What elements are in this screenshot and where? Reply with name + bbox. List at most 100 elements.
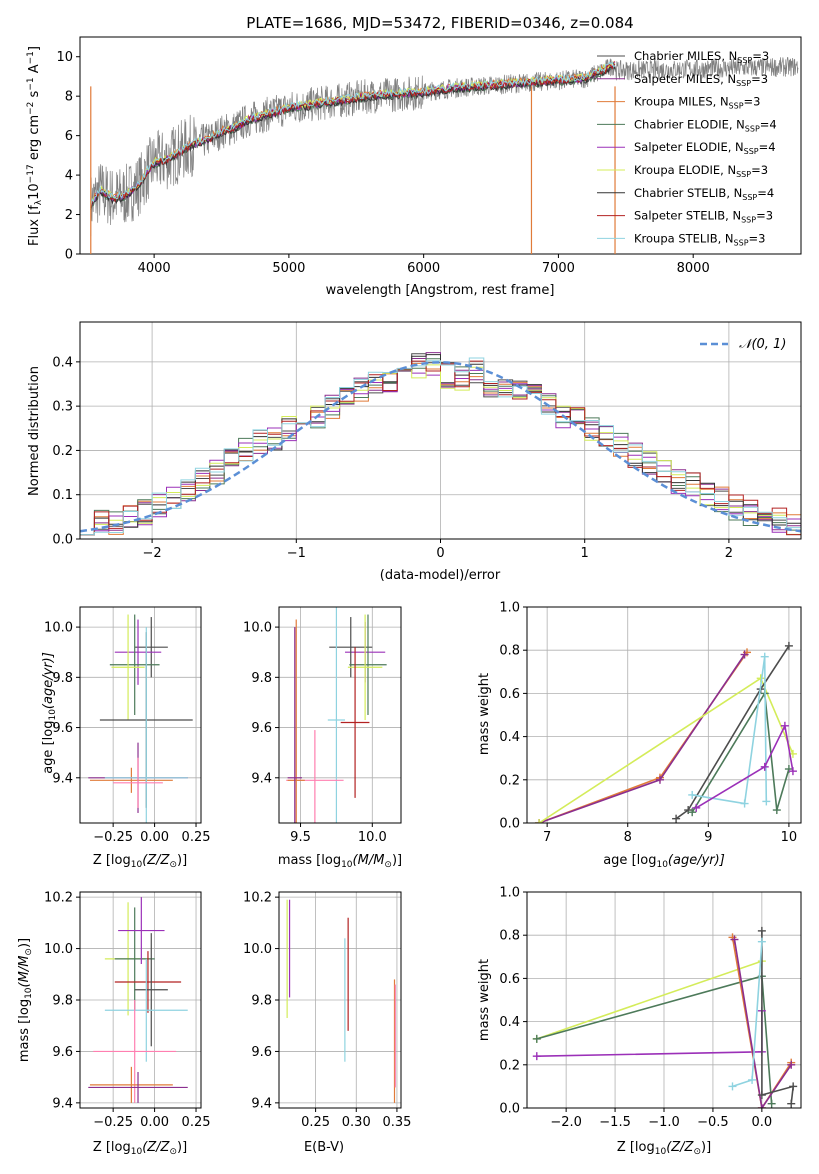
- panel-xtick-label: 9: [704, 830, 712, 845]
- massweight-line: [731, 937, 792, 1108]
- spectrum-ticks: 4000 5000 6000 7000 8000 0 2 4 6 8 10: [56, 50, 709, 276]
- age-ylabel: age [log10(age/yr)]: [41, 652, 58, 774]
- histogram-steps: [80, 352, 801, 536]
- histogram-xtick-label: −1: [287, 546, 306, 561]
- panel-xtick-label: −2.0: [550, 1115, 582, 1130]
- spectrum-model-line: [90, 67, 616, 210]
- histogram-ytick-label: 0.1: [52, 488, 73, 503]
- massweight-ylabel-top: mass weight: [477, 673, 492, 755]
- histogram-ytick-label: 0.0: [52, 533, 73, 548]
- spec-clip-group: [90, 56, 799, 254]
- histogram-legend-label: 𝒩(0, 1): [739, 337, 786, 352]
- age-xlabel: age [log10(age/yr)]: [603, 853, 725, 870]
- panel-xtick-label: 7: [543, 830, 551, 845]
- z-xlabel-bottom: Z [log10(Z/Z⊙)]: [93, 1140, 187, 1157]
- panel-ytick-label: 0.2: [499, 773, 520, 788]
- panel-z-age: −0.25 0.00 0.25 9.4 9.6 9.8 10.0: [44, 606, 211, 845]
- panel-ytick-label: 10.0: [44, 621, 73, 636]
- histogram-ytick-label: 0.3: [52, 400, 73, 415]
- spectrum-ytick-label: 8: [65, 90, 73, 105]
- massweight-ylabel-bottom: mass weight: [477, 959, 492, 1041]
- spectrum-ytick-label: 10: [56, 50, 73, 65]
- histogram-xtick-label: 2: [725, 546, 733, 561]
- panel-ytick-label: 9.6: [251, 721, 272, 736]
- panel-ytick-label: 0.8: [499, 644, 520, 659]
- panel-xtick-label: 8: [624, 830, 632, 845]
- panel-xtick-label: −0.25: [93, 830, 133, 845]
- spectrum-xtick-label: 4000: [138, 261, 171, 276]
- panel-xtick-label: 0.00: [140, 830, 169, 845]
- ebv-xlabel: E(B-V): [304, 1140, 344, 1155]
- histogram-step-line: [80, 360, 801, 536]
- panel-xtick-label: 9.5: [290, 830, 311, 845]
- panel-ytick-label: 0.4: [499, 1015, 520, 1030]
- massweight-line: [538, 651, 748, 823]
- panel-axes: [79, 606, 202, 824]
- panel-clip-group: [286, 899, 396, 1103]
- histogram-legend: 𝒩(0, 1): [700, 337, 786, 352]
- panel-age-massweight: 7 8 9 10 0.0 0.2 0.4 0.6 0.8 1.0: [499, 601, 802, 845]
- histogram-ytick-label: 0.4: [52, 355, 73, 370]
- panel-ytick-label: 0.8: [499, 929, 520, 944]
- panel-clip-group: [88, 897, 188, 1103]
- spectrum-panel: 4000 5000 6000 7000 8000 0 2 4 6 8 10 Chabrier MIL…: [26, 36, 802, 298]
- z-xlabel-right: Z [log10(Z/Z⊙)]: [617, 1140, 711, 1157]
- histogram-step-line: [80, 364, 801, 536]
- spectrum-model-line: [90, 62, 616, 210]
- spectrum-xtick-label: 7000: [542, 261, 575, 276]
- panel-z-mass: −0.25 0.00 0.25 9.4 9.6 9.8 10.0 10.2: [44, 891, 210, 1130]
- massweight-line: [733, 939, 792, 1108]
- histogram-step-line: [80, 357, 801, 536]
- panel-ytick-label: 1.0: [499, 601, 520, 616]
- panel-xtick-label: 0.30: [342, 1115, 371, 1130]
- spectrum-model-line: [90, 63, 616, 209]
- spectrum-observed-line: [90, 56, 799, 237]
- panel-xtick-label: 0.0: [752, 1115, 773, 1130]
- panel-axes: [526, 606, 802, 824]
- z-xlabel-top: Z [log10(Z/Z⊙)]: [93, 853, 187, 870]
- histogram-panel: −2 −1 0 1 2 0.0 0.1 0.2 0.3 0.4 𝒩(0, 1) (data-mod…: [27, 321, 802, 583]
- panel-ytick-label: 9.8: [251, 671, 272, 686]
- panel-ytick-label: 0.0: [499, 817, 520, 832]
- panel-ytick-label: 0.6: [499, 972, 520, 987]
- histogram-xlabel: (data-model)/error: [380, 568, 501, 583]
- panel-ytick-label: 0.2: [499, 1058, 520, 1073]
- panel-ebv-mass: 0.25 0.30 0.35 9.4 9.6 9.8 10.0 10.2: [243, 891, 411, 1130]
- spectrum-xlabel: wavelength [Angstrom, rest frame]: [326, 283, 555, 298]
- panel-axes: [278, 606, 402, 824]
- massweight-line: [692, 656, 768, 805]
- spectrum-legend-label: Kroupa STELIB, NSSP=3: [634, 231, 765, 247]
- spectrum-legend-label: Kroupa ELODIE, NSSP=3: [634, 163, 768, 179]
- hist-clip-group: [80, 352, 801, 536]
- histogram-xtick-label: 1: [581, 546, 589, 561]
- panel-ytick-label: 0.4: [499, 730, 520, 745]
- panel-xtick-label: −0.5: [697, 1115, 729, 1130]
- panel-ytick-label: 9.4: [52, 1096, 73, 1111]
- massweight-line: [536, 1010, 763, 1057]
- spectrum-legend-label: Salpeter ELODIE, NSSP=4: [634, 140, 776, 156]
- massweight-line: [691, 690, 790, 813]
- panel-clip-group: [532, 926, 798, 1108]
- histogram-gaussian-curve: [80, 361, 801, 533]
- spectrum-legend-label: Kroupa MILES, NSSP=3: [634, 95, 760, 111]
- mass-xlabel: mass [log10(M/M⊙)]: [278, 853, 402, 870]
- histogram-xtick-label: −2: [143, 546, 162, 561]
- spectrum-legend-label: Salpeter STELIB, NSSP=3: [634, 209, 773, 225]
- spectrum-ytick-label: 2: [65, 208, 73, 223]
- spectrum-model-line: [90, 64, 616, 210]
- panel-xtick-label: 10: [781, 830, 798, 845]
- histogram-xtick-label: 0: [436, 546, 444, 561]
- panel-xtick-label: 0.00: [140, 1115, 169, 1130]
- spectrum-xtick-label: 8000: [677, 261, 710, 276]
- panel-ytick-label: 9.6: [52, 721, 73, 736]
- panel-z-massweight: −2.0 −1.5 −1.0 −0.5 0.0 0.0 0.2 0.4 0.6 0.8 1.0: [499, 886, 802, 1130]
- figure-title: PLATE=1686, MJD=53472, FIBERID=0346, z=0…: [246, 14, 633, 32]
- panel-mass-age: 9.5 10.0 9.4 9.6 9.8 10.0: [243, 606, 402, 845]
- panel-ytick-label: 9.6: [251, 1045, 272, 1060]
- histogram-ylabel: Normed distribution: [27, 366, 42, 496]
- panel-ytick-label: 10.0: [243, 621, 272, 636]
- panel-xtick-label: 0.25: [182, 830, 211, 845]
- spectrum-model-line: [90, 61, 616, 207]
- panel-clip-group: [286, 607, 387, 823]
